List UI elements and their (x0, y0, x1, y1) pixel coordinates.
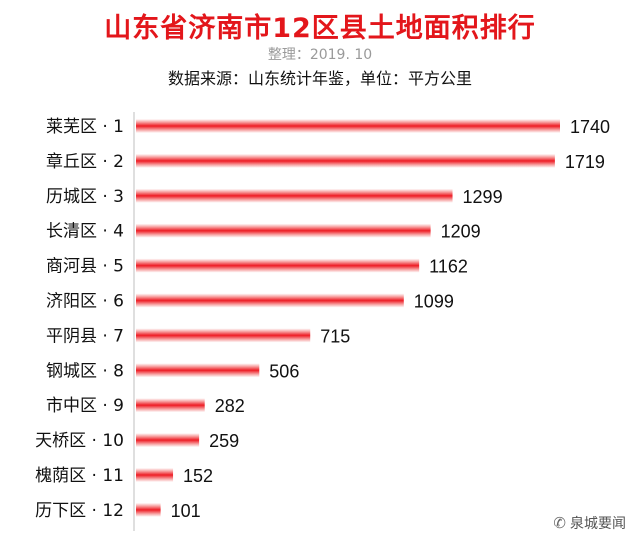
bar (136, 502, 161, 517)
bar (136, 153, 555, 168)
value-label: 1099 (414, 292, 454, 312)
bar (136, 433, 200, 448)
bar (136, 223, 431, 238)
category-label: 商河县 · 5 (46, 257, 124, 277)
wechat-icon: ✆ (553, 514, 566, 532)
category-label: 钢城区 · 8 (46, 361, 124, 381)
value-label: 1740 (570, 117, 610, 137)
category-label: 历下区 · 12 (35, 501, 124, 521)
value-label: 715 (320, 326, 350, 346)
value-label: 152 (183, 466, 213, 486)
watermark: ✆ 泉城要闻 (553, 513, 626, 533)
bars-group: 莱芜区 · 1 1740 章丘区 · 2 1719 历城区 · 3 1299 长清区 · 4… (35, 117, 610, 521)
value-label: 1299 (463, 187, 503, 207)
bar (136, 293, 404, 308)
value-label: 506 (269, 361, 299, 381)
value-label: 1162 (429, 257, 468, 277)
value-label: 259 (209, 431, 239, 451)
bar (136, 363, 260, 378)
category-label: 平阴县 · 7 (46, 326, 124, 346)
category-label: 莱芜区 · 1 (46, 117, 124, 137)
bar (136, 328, 311, 343)
chart-subtitle: 整理：2019. 10 (267, 47, 373, 63)
value-label: 1719 (565, 152, 605, 172)
bar (136, 119, 560, 133)
bar (136, 188, 453, 203)
category-label: 长清区 · 4 (46, 222, 124, 242)
value-label: 282 (215, 396, 245, 416)
value-label: 101 (171, 501, 201, 521)
value-label: 1209 (441, 222, 481, 242)
bar (136, 468, 174, 482)
bar (136, 398, 205, 413)
category-label: 槐荫区 · 11 (35, 466, 124, 486)
data-source-line: 数据来源：山东统计年鉴，单位：平方公里 (167, 69, 472, 88)
chart-title: 山东省济南市12区县土地面积排行 (104, 13, 536, 44)
category-label: 市中区 · 9 (46, 396, 124, 416)
watermark-text: 泉城要闻 (570, 516, 626, 532)
bar (136, 258, 420, 273)
category-label: 章丘区 · 2 (46, 152, 124, 172)
category-label: 济阳区 · 6 (46, 292, 124, 312)
category-label: 天桥区 · 10 (35, 431, 124, 451)
category-label: 历城区 · 3 (46, 187, 124, 207)
